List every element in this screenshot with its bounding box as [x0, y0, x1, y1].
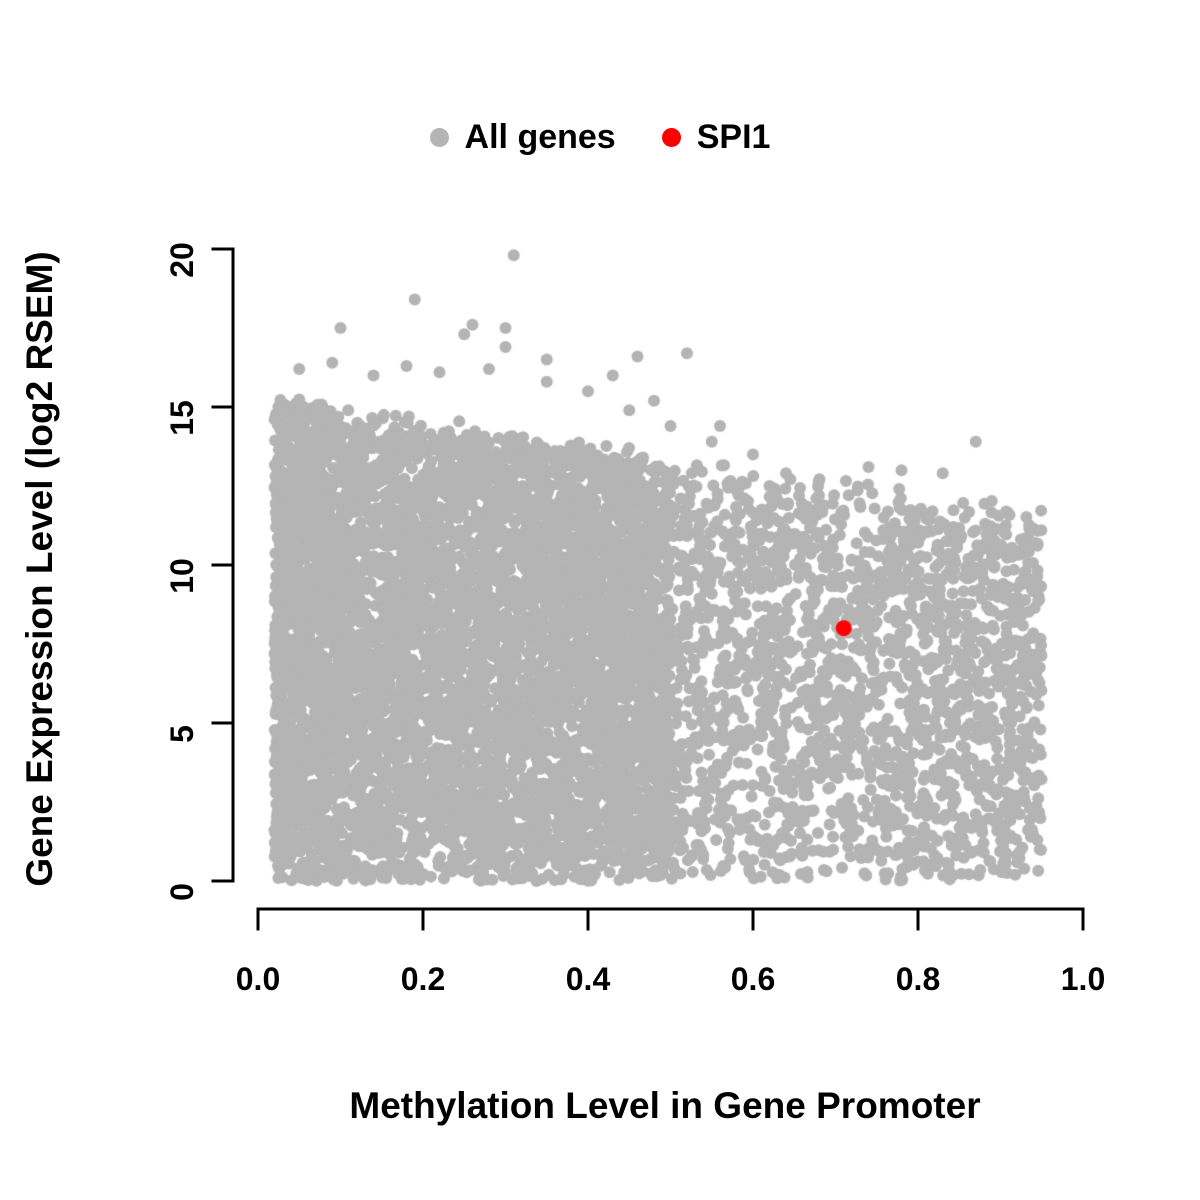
x-tick-label: 0.8: [896, 961, 940, 997]
y-tick-label: 15: [164, 400, 200, 436]
legend-item-all-genes: All genes: [429, 118, 616, 157]
y-tick-label: 10: [164, 558, 200, 594]
spi1-dot-icon: [661, 128, 681, 147]
x-tick-label: 0.0: [236, 961, 280, 997]
legend: All genes SPI1: [0, 118, 1200, 157]
legend-label-all-genes: All genes: [464, 118, 616, 156]
y-tick-label: 5: [164, 725, 200, 743]
legend-item-spi1: SPI1: [661, 118, 771, 157]
x-tick-label: 1.0: [1061, 961, 1105, 997]
x-tick-label: 0.2: [401, 961, 445, 997]
x-tick-label: 0.4: [566, 961, 611, 997]
y-tick-label: 20: [164, 242, 200, 278]
x-tick-label: 0.6: [731, 961, 775, 997]
all-genes-dot-icon: [429, 128, 449, 147]
legend-label-spi1: SPI1: [696, 118, 771, 156]
y-axis-title: Gene Expression Level (log2 RSEM): [19, 251, 60, 887]
x-axis-title: Methylation Level in Gene Promoter: [349, 1085, 981, 1126]
y-tick-label: 0: [164, 883, 200, 901]
